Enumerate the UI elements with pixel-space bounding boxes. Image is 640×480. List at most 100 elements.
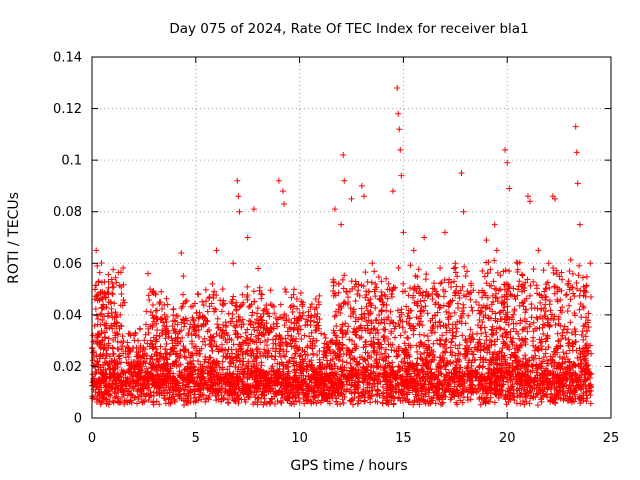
background-point (562, 292, 569, 299)
background-point (337, 353, 344, 360)
background-point (543, 335, 550, 342)
background-point (273, 332, 280, 339)
background-point (430, 340, 437, 347)
background-point (381, 326, 388, 333)
background-point (248, 331, 255, 338)
background-point (488, 301, 495, 308)
background-point (405, 335, 412, 342)
background-point (443, 308, 450, 315)
background-point (105, 271, 112, 278)
background-point (308, 301, 315, 308)
background-point (460, 301, 467, 308)
background-point (141, 337, 148, 344)
background-point (429, 323, 436, 330)
background-point (186, 326, 193, 333)
background-point (527, 321, 534, 328)
background-point (93, 312, 100, 319)
background-point (518, 271, 525, 278)
background-point (413, 342, 420, 349)
background-point (181, 323, 188, 330)
background-point (104, 313, 111, 320)
background-point (134, 337, 141, 344)
background-point (330, 288, 337, 295)
background-point (394, 353, 401, 360)
background-point (295, 330, 302, 337)
background-point (112, 309, 119, 316)
background-point (406, 322, 413, 329)
background-point (254, 345, 261, 352)
background-point (581, 288, 588, 295)
background-point (540, 267, 547, 274)
background-point (546, 301, 553, 308)
background-point (307, 322, 314, 329)
background-point (421, 332, 428, 339)
background-point (431, 329, 438, 336)
background-point (333, 322, 340, 329)
background-point (191, 322, 198, 329)
background-point (92, 305, 99, 312)
background-point (568, 330, 575, 337)
background-point (209, 347, 216, 354)
background-point (483, 280, 490, 287)
background-point (383, 275, 390, 282)
background-point (571, 293, 578, 300)
background-point (153, 389, 160, 396)
background-point (259, 291, 266, 298)
background-point (417, 307, 424, 314)
background-point (140, 344, 147, 351)
background-point (530, 319, 537, 326)
background-point (396, 364, 403, 371)
background-point (218, 308, 225, 315)
background-point (263, 302, 270, 309)
background-point (116, 282, 123, 289)
background-point (254, 310, 261, 317)
background-point (248, 312, 255, 319)
background-point (565, 336, 572, 343)
background-point (576, 345, 583, 352)
background-point (564, 326, 571, 333)
background-point (402, 329, 409, 336)
background-point (291, 286, 298, 293)
background-point (461, 263, 468, 270)
background-point (491, 285, 498, 292)
background-point (278, 399, 285, 406)
background-point (573, 279, 580, 286)
background-point (349, 337, 356, 344)
background-point (440, 293, 447, 300)
background-point (459, 283, 466, 290)
background-point (235, 400, 242, 407)
background-point (481, 273, 488, 280)
background-point (385, 280, 392, 287)
background-point (170, 306, 177, 313)
background-point (214, 315, 221, 322)
background-point (372, 280, 379, 287)
background-point (202, 398, 209, 405)
background-point (342, 320, 349, 327)
background-point (401, 355, 408, 362)
background-point (564, 308, 571, 315)
background-point (516, 278, 523, 285)
background-point (381, 333, 388, 340)
background-point (508, 338, 515, 345)
background-point (343, 359, 350, 366)
background-point (199, 298, 206, 305)
background-point (145, 396, 152, 403)
background-point (476, 362, 483, 369)
background-point (104, 361, 111, 368)
background-point (422, 276, 429, 283)
background-point (583, 273, 590, 280)
background-point (537, 339, 544, 346)
background-point (454, 319, 461, 326)
background-point (469, 307, 476, 314)
background-point (225, 310, 232, 317)
background-point (534, 402, 541, 409)
background-point (260, 307, 267, 314)
background-point (180, 291, 187, 298)
background-point (563, 329, 570, 336)
background-point (431, 280, 438, 287)
background-point (105, 284, 112, 291)
background-point (225, 400, 232, 407)
background-point (380, 302, 387, 309)
background-point (464, 268, 471, 275)
background-point (195, 291, 202, 298)
